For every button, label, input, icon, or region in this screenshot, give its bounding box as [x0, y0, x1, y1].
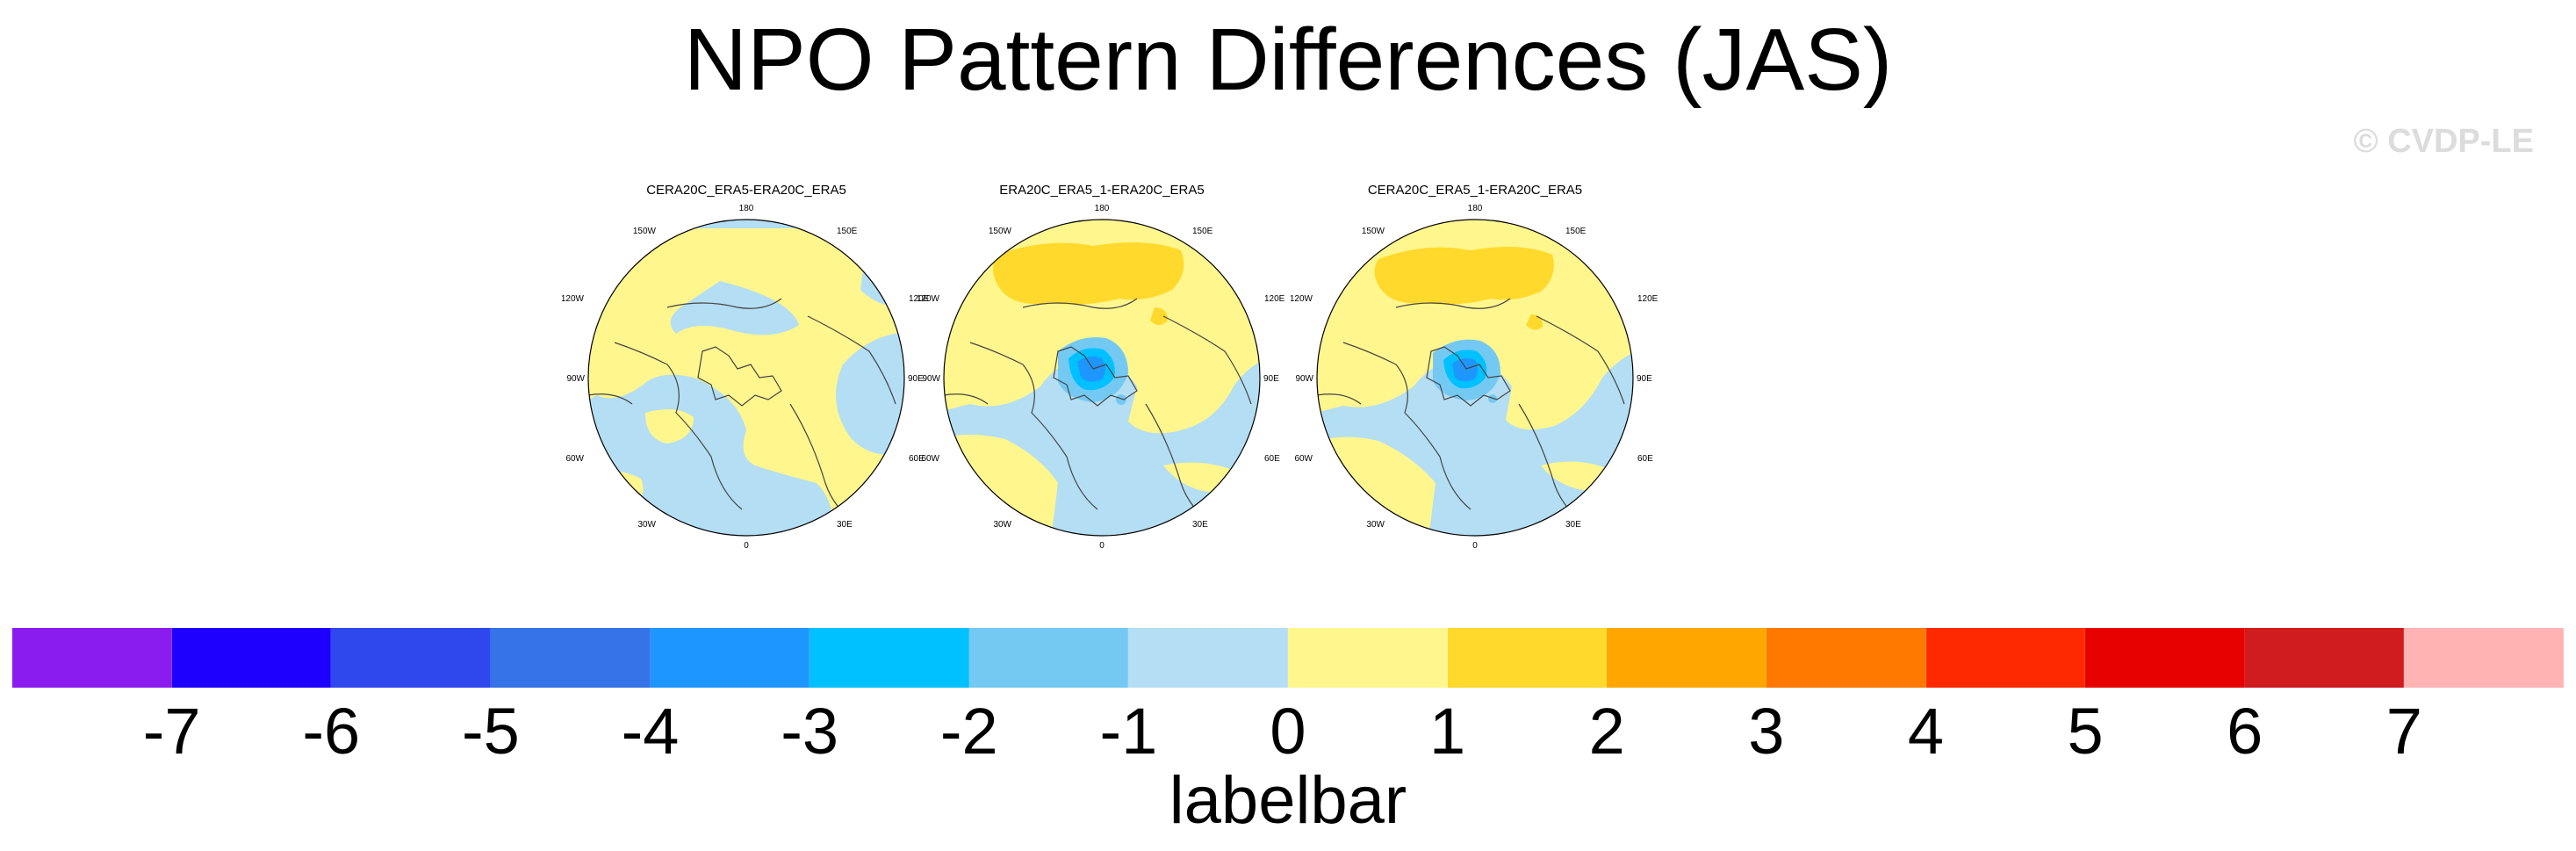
lon-label: 120E: [1264, 294, 1285, 304]
lon-label: 120W: [1291, 294, 1313, 304]
panel-title: ERA20C_ERA5_1-ERA20C_ERA5: [999, 183, 1205, 198]
lon-label: 30W: [993, 520, 1011, 530]
lon-label: 60E: [1264, 454, 1280, 464]
watermark: © CVDP-LE: [2353, 123, 2534, 160]
lon-label: 150W: [1362, 227, 1385, 236]
lon-label: 30E: [1192, 520, 1208, 530]
lon-label: 150E: [1192, 227, 1213, 236]
lon-label: 90E: [1637, 374, 1652, 384]
map-panel-3: CERA20C_ERA5_1-ERA20C_ERA5 180 150W 150E…: [1291, 176, 1659, 553]
lon-label: 60W: [1294, 454, 1313, 464]
labelbar-swatch: [1607, 628, 1767, 688]
polar-map: 180 150W 150E 120W 120E 90W 90E 60W 60E …: [562, 204, 930, 551]
lon-label: 60W: [565, 454, 584, 464]
lon-label: 30E: [1565, 520, 1581, 530]
lon-label: 90W: [566, 374, 585, 384]
labelbar-swatch: [2085, 628, 2245, 688]
labelbar-swatch: [12, 628, 172, 688]
lon-label: 150E: [837, 227, 858, 236]
labelbar-tick-label: 1: [1429, 695, 1466, 768]
labelbar-swatch: [968, 628, 1129, 688]
lon-label-bottom: 0: [1472, 541, 1478, 551]
lon-label: 150E: [1565, 227, 1587, 236]
panel-title: CERA20C_ERA5_1-ERA20C_ERA5: [1367, 183, 1583, 198]
labelbar-ticks: -7 -6 -5 -4 -3 -2 -1 0 1 2 3 4 5 6 7: [12, 694, 2564, 773]
labelbar-swatch: [2404, 628, 2564, 688]
map-panel-1: CERA20C_ERA5-ERA20C_ERA5 180 150W 150E 1…: [562, 176, 931, 553]
labelbar-tick-label: -1: [1099, 695, 1158, 768]
labelbar-tick-label: -4: [621, 695, 680, 768]
lon-label: 120W: [917, 294, 940, 304]
panel-title: CERA20C_ERA5-ERA20C_ERA5: [646, 183, 846, 198]
lon-label: 90W: [1295, 374, 1313, 384]
polar-map: 180 150W 150E 120W 120E 90W 90E 60W 60E …: [1291, 204, 1659, 551]
lon-label-bottom: 0: [1099, 541, 1105, 551]
labelbar-tick-label: -3: [781, 695, 839, 768]
lon-label: 150W: [989, 227, 1012, 236]
lon-label: 30E: [837, 520, 853, 530]
labelbar-swatch: [1288, 628, 1448, 688]
lon-label: 90E: [908, 374, 924, 384]
lon-label: 120W: [562, 294, 585, 304]
labelbar-tick-label: 2: [1588, 695, 1625, 768]
labelbar-swatch: [490, 628, 651, 688]
lon-label: 60W: [921, 454, 939, 464]
labelbar-tick-label: -7: [142, 695, 201, 768]
lon-label: 120E: [1637, 294, 1659, 304]
lon-label-top: 180: [1468, 204, 1483, 213]
labelbar-swatch: [1447, 628, 1608, 688]
lon-label: 150W: [633, 227, 657, 236]
lon-label: 90W: [922, 374, 940, 384]
labelbar-tick-label: -2: [939, 695, 998, 768]
lon-label: 90E: [1263, 374, 1279, 384]
labelbar-tick-label: 5: [2067, 695, 2104, 768]
lon-label: 120E: [909, 294, 930, 304]
labelbar-tick-label: 6: [2227, 695, 2263, 768]
lon-label: 60E: [1637, 454, 1653, 464]
lon-label-bottom: 0: [744, 541, 749, 551]
lon-label: 30W: [637, 520, 656, 530]
labelbar-swatch: [1925, 628, 2086, 688]
labelbar-tick-label: 7: [2385, 695, 2422, 768]
map-panel-2: ERA20C_ERA5_1-ERA20C_ERA5 180 150W 150E …: [917, 176, 1286, 553]
labelbar-swatch: [331, 628, 491, 688]
labelbar-tick-label: -5: [461, 695, 520, 768]
lon-label-top: 180: [739, 204, 754, 213]
labelbar-title: labelbar: [1169, 763, 1407, 838]
labelbar-swatch: [809, 628, 969, 688]
labelbar-swatch: [171, 628, 332, 688]
lon-label-top: 180: [1095, 204, 1110, 213]
lon-label: 30W: [1366, 520, 1385, 530]
labelbar-swatch: [650, 628, 810, 688]
labelbar-swatch: [2244, 628, 2405, 688]
labelbar-swatch: [1128, 628, 1288, 688]
labelbar-tick-label: 3: [1748, 695, 1785, 768]
labelbar-tick-label: -6: [302, 695, 361, 768]
labelbar: [12, 628, 2564, 688]
labelbar-swatch: [1766, 628, 1926, 688]
lon-label: 60E: [909, 454, 925, 464]
labelbar-tick-label: 0: [1270, 695, 1306, 768]
labelbar-tick-label: 4: [1907, 695, 1945, 768]
page-title: NPO Pattern Differences (JAS): [683, 11, 1893, 109]
polar-map: 180 150W 150E 120W 120E 90W 90E 60W 60E …: [917, 204, 1285, 551]
